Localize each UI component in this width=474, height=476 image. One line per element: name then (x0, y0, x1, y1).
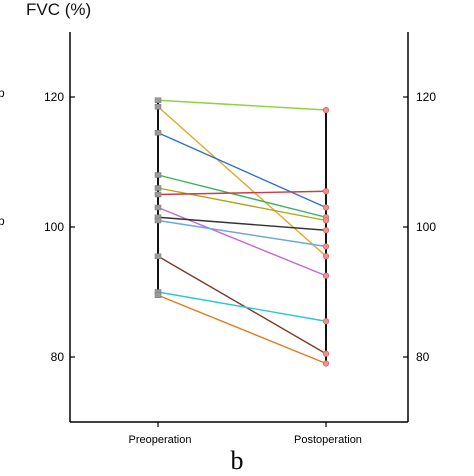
pre-point (154, 185, 162, 191)
pre-point (154, 204, 162, 211)
series-line (157, 132, 327, 209)
series-line (157, 219, 327, 248)
series-line (157, 255, 327, 355)
right-tick-label: 120 (416, 90, 436, 104)
panel-letter: b (230, 446, 244, 475)
post-point (322, 350, 330, 357)
post-point (322, 253, 330, 260)
right-tick-label: 100 (416, 220, 436, 234)
post-point (322, 227, 330, 234)
pre-point (154, 292, 162, 298)
y-tick-label: 100 (44, 220, 64, 234)
post-point (322, 188, 330, 195)
x-tick-label: Postoperation (294, 434, 362, 446)
x-tick-label: Preoperation (129, 434, 192, 446)
y-tick-label: 120 (44, 90, 64, 104)
post-point (322, 106, 330, 114)
pre-point (154, 217, 162, 224)
series-line (157, 291, 327, 322)
pre-point (154, 253, 162, 259)
post-point (322, 217, 330, 224)
pre-point (154, 97, 162, 103)
pre-point (154, 130, 162, 136)
edge-text-fragment: p (0, 214, 5, 228)
pre-point (154, 104, 162, 110)
y-tick-label: 80 (51, 350, 65, 364)
right-tick-label: 80 (416, 350, 430, 364)
post-point (322, 360, 330, 367)
series-line (157, 190, 327, 196)
post-point (322, 272, 330, 279)
series-line (157, 216, 327, 231)
series-line (157, 106, 327, 257)
post-point (322, 318, 330, 325)
series-line (157, 174, 327, 218)
post-point (322, 204, 330, 211)
series-line (157, 99, 327, 111)
post-point (322, 243, 330, 250)
chart-title: FVC (%) (26, 0, 92, 19)
pre-point (154, 172, 162, 178)
series-line (157, 294, 327, 365)
edge-text-fragment: p (0, 86, 5, 100)
pre-point (154, 191, 162, 198)
series-line (157, 206, 327, 277)
